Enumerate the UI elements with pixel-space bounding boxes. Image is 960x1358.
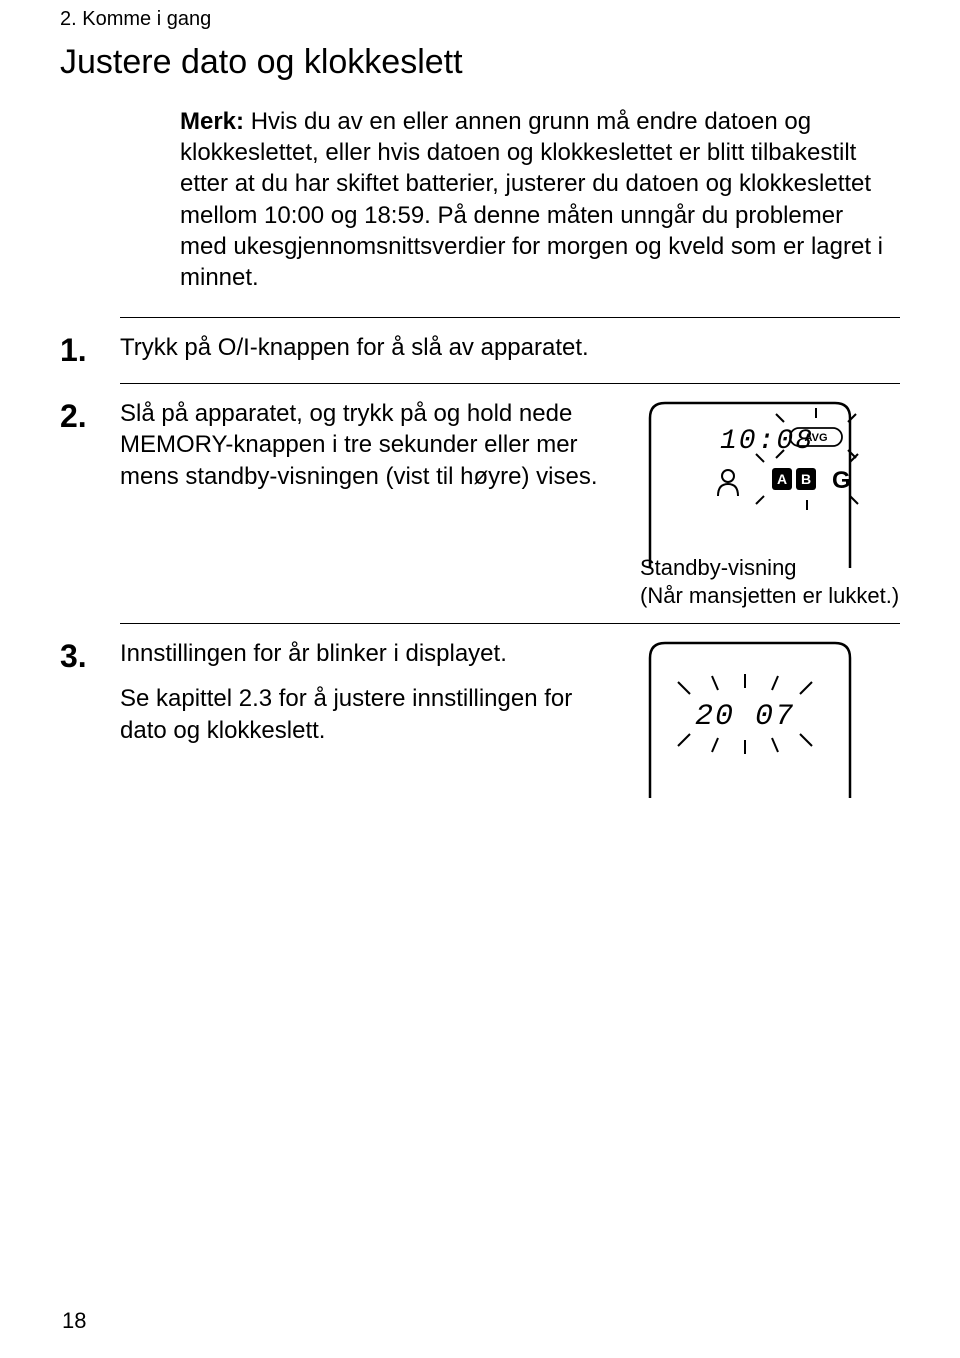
step-number: 2. [60, 398, 120, 609]
step-text: Slå på apparatet, og trykk på og hold ne… [120, 398, 620, 492]
step-text: Innstillingen for år blinker i displayet… [120, 638, 620, 669]
step-number: 1. [60, 332, 120, 369]
step-3: 3. Innstillingen for år blinker i displa… [60, 638, 900, 788]
divider [120, 383, 900, 384]
divider [120, 623, 900, 624]
avg-badge-text: AVG [804, 432, 827, 444]
step-text: Trykk på O/I-knappen for å slå av appara… [120, 332, 900, 363]
page-title: Justere dato og klokkeslett [60, 43, 900, 82]
lcd-year-display: 20 07 [640, 638, 880, 788]
lcd-standby-display: 10:08 [640, 398, 880, 548]
lcd-year-text: 20 07 [695, 700, 795, 734]
step-1: 1. Trykk på O/I-knappen for å slå av app… [60, 332, 900, 369]
page-number: 18 [62, 1308, 86, 1334]
box-g-text: G [832, 467, 851, 494]
step-subtext: Se kapittel 2.3 for å justere innstillin… [120, 683, 620, 745]
chapter-label: 2. Komme i gang [60, 8, 900, 31]
step-number: 3. [60, 638, 120, 788]
lcd-time-text: 10:08 [720, 426, 814, 457]
note-text: Hvis du av en eller annen grunn må endre… [180, 108, 883, 291]
note-block: Merk: Hvis du av en eller annen grunn må… [180, 106, 890, 293]
divider [120, 317, 900, 318]
box-a-text: A [777, 471, 787, 487]
step-2: 2. Slå på apparatet, og trykk på og hold… [60, 398, 900, 609]
note-label: Merk: [180, 108, 244, 135]
box-b-text: B [801, 471, 811, 487]
